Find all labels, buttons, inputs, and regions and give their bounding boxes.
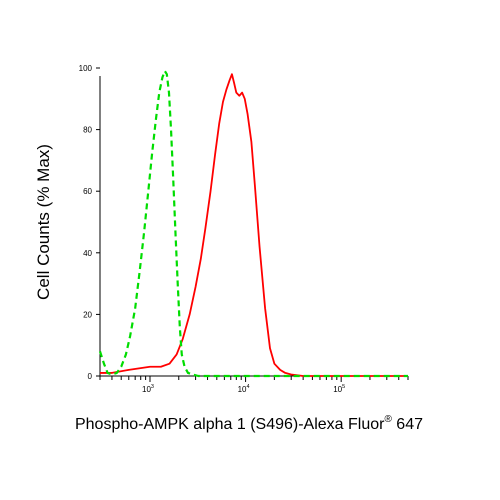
y-axis-title: Cell Counts (% Max) — [34, 144, 53, 300]
y-tick-label: 40 — [83, 249, 92, 258]
y-tick-label: 100 — [79, 64, 93, 73]
y-tick-label: 0 — [88, 372, 93, 381]
y-tick-label: 80 — [83, 126, 92, 135]
x-axis-title: Phospho-AMPK alpha 1 (S496)-Alexa Fluor®… — [75, 414, 423, 433]
x-axis-title-main: Phospho-AMPK alpha 1 (S496)-Alexa Fluor — [75, 416, 385, 433]
y-tick-label: 20 — [83, 310, 92, 319]
x-tick-label: 103 — [142, 384, 154, 394]
series-layer — [98, 69, 408, 378]
y-ticks: 0 20 40 60 80 100 — [79, 64, 100, 381]
series-line-solid-red — [100, 73, 408, 377]
x-tick-label: 104 — [238, 384, 250, 394]
x-axis-title-suffix: 647 — [392, 416, 423, 433]
series-line-dashed-green — [98, 69, 408, 378]
plot-area: 0 20 40 60 80 100 103 104 105 — [79, 64, 409, 394]
y-tick-label: 60 — [83, 187, 92, 196]
x-axis-title-registered-mark: ® — [384, 414, 392, 425]
x-ticks: 103 104 105 — [99, 376, 409, 394]
x-tick-label: 105 — [333, 384, 345, 394]
